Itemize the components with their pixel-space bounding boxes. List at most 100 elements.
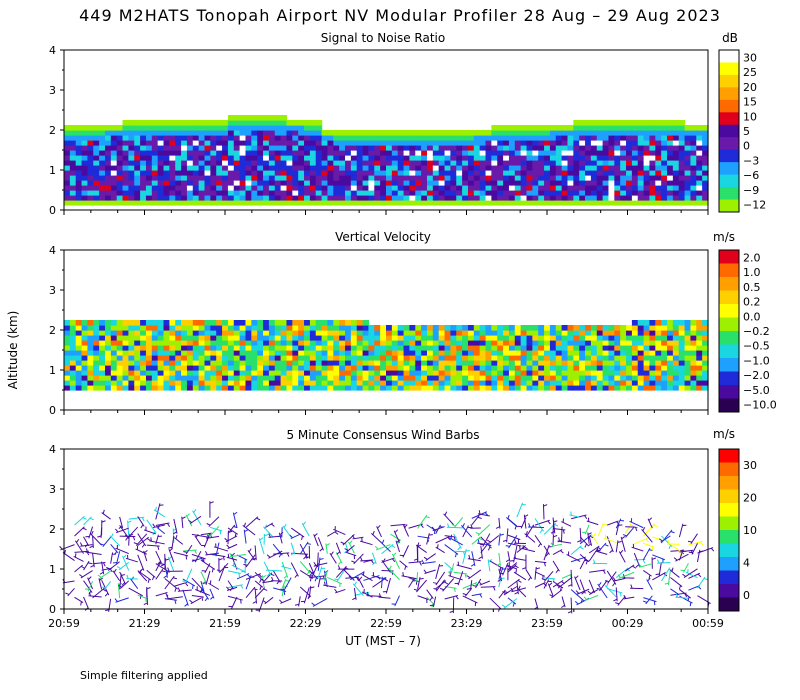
heatmap-cell <box>403 370 411 376</box>
wind-barb <box>122 555 130 571</box>
heatmap-cell <box>596 365 604 371</box>
heatmap-cell <box>467 160 475 166</box>
wind-x-axis: 20:59 21:29 21:59 22:29 22:59 23:29 23:59 00:29… <box>48 609 724 630</box>
heatmap-cell <box>245 120 252 126</box>
heatmap-cell <box>216 350 223 356</box>
wind-barb-flag <box>419 561 422 566</box>
heatmap-cell <box>380 370 387 376</box>
heatmap-cell <box>222 345 229 351</box>
heatmap-cell <box>678 385 686 391</box>
heatmap-cell <box>245 345 252 351</box>
heatmap-cell <box>549 140 557 146</box>
wind-barb-flag <box>550 530 555 534</box>
heatmap-cell <box>643 135 651 141</box>
heatmap-cell <box>491 365 498 371</box>
colorbar-swatch <box>719 174 739 188</box>
heatmap-cell <box>590 150 598 156</box>
heatmap-cell <box>186 135 194 141</box>
heatmap-cell <box>426 135 434 141</box>
heatmap-cell <box>286 180 293 186</box>
heatmap-cell <box>274 125 282 131</box>
heatmap-cell <box>321 170 329 176</box>
heatmap-cell <box>508 125 516 131</box>
wind-barb <box>607 571 617 584</box>
wind-barb-flag <box>568 584 573 587</box>
heatmap-cell <box>661 170 668 176</box>
wind-barb-flag <box>259 537 264 541</box>
heatmap-cell <box>356 190 364 196</box>
heatmap-cell <box>544 350 551 356</box>
wind-barb-flag <box>497 578 502 582</box>
x-tick-label: 23:59 <box>531 617 563 630</box>
heatmap-cell <box>561 190 569 196</box>
heatmap-cell <box>549 135 557 141</box>
heatmap-cell <box>567 365 574 371</box>
heatmap-cell <box>432 360 440 366</box>
heatmap-cell <box>128 365 135 371</box>
heatmap-cell <box>286 140 293 146</box>
heatmap-cell <box>555 330 563 336</box>
heatmap-cell <box>350 190 358 196</box>
heatmap-cell <box>567 130 574 136</box>
heatmap-cell <box>462 370 469 376</box>
heatmap-cell <box>626 330 633 336</box>
heatmap-cell <box>104 165 112 171</box>
heatmap-cell <box>81 345 89 351</box>
heatmap-cell <box>391 155 399 161</box>
colorbar-swatch <box>719 317 739 332</box>
heatmap-cell <box>163 150 170 156</box>
heatmap-cell <box>508 160 516 166</box>
heatmap-cell <box>292 135 299 141</box>
heatmap-cell <box>181 195 188 201</box>
heatmap-cell <box>198 365 206 371</box>
y-tick-label: 0 <box>49 404 56 417</box>
heatmap-cell <box>104 350 112 356</box>
heatmap-cell <box>462 345 469 351</box>
heatmap-cell <box>538 330 545 336</box>
wind-barb <box>697 547 714 554</box>
heatmap-cell <box>374 345 381 351</box>
heatmap-cell <box>350 155 358 161</box>
heatmap-cell <box>151 350 159 356</box>
heatmap-cell <box>573 165 580 171</box>
heatmap-cell <box>421 180 428 186</box>
heatmap-cell <box>181 170 188 176</box>
heatmap-cell <box>204 365 211 371</box>
wind-barb-flag <box>270 523 275 527</box>
wind-barb-flag <box>502 539 508 542</box>
heatmap-cell <box>145 385 153 391</box>
heatmap-cell <box>292 125 299 131</box>
heatmap-cell <box>508 355 516 361</box>
heatmap-cell <box>263 195 270 201</box>
heatmap-cell <box>655 325 662 331</box>
heatmap-cell <box>321 145 329 151</box>
heatmap-cell <box>315 150 323 156</box>
wind-barb-flag <box>478 537 483 541</box>
heatmap-cell <box>409 170 416 176</box>
heatmap-cell <box>678 125 686 131</box>
heatmap-cell <box>450 140 457 146</box>
heatmap-cell <box>274 190 282 196</box>
heatmap-cell <box>702 360 709 366</box>
heatmap-cell <box>473 190 481 196</box>
heatmap-cell <box>263 180 270 186</box>
heatmap-cell <box>333 335 340 341</box>
heatmap-cell <box>544 175 551 181</box>
heatmap-cell <box>315 385 323 391</box>
heatmap-cell <box>444 385 451 391</box>
heatmap-cell <box>286 385 293 391</box>
heatmap-cell <box>473 165 481 171</box>
heatmap-cell <box>678 130 686 136</box>
heatmap-cell <box>304 190 311 196</box>
heatmap-cell <box>532 125 539 131</box>
wind-barb <box>506 517 518 527</box>
wind-barb-flag <box>606 583 609 588</box>
colorbar-label: −9 <box>743 184 759 197</box>
heatmap-cell <box>503 375 510 381</box>
heatmap-cell <box>380 365 387 371</box>
heatmap-cell <box>333 370 340 376</box>
heatmap-cell <box>579 350 586 356</box>
heatmap-cell <box>87 180 94 186</box>
heatmap-cell <box>432 135 440 141</box>
heatmap-cell <box>192 370 200 376</box>
